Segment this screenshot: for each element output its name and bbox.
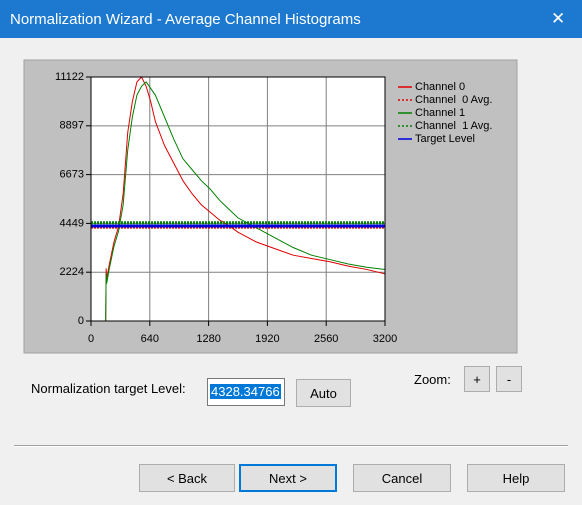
plot-area — [91, 77, 385, 321]
x-tick-label: 640 — [141, 333, 159, 345]
y-tick-label: 4449 — [60, 217, 84, 229]
zoom-out-button[interactable]: - — [496, 366, 522, 392]
x-tick-label: 3200 — [373, 333, 397, 345]
legend-label: Target Level — [415, 133, 475, 145]
y-tick-label: 11122 — [55, 71, 84, 83]
y-tick-label: 6673 — [60, 169, 84, 181]
series-line — [91, 76, 386, 322]
legend-label: Channel 1 — [415, 107, 465, 119]
title-bar: Normalization Wizard - Average Channel H… — [0, 0, 582, 38]
y-tick-label: 0 — [78, 315, 84, 327]
x-tick-label: 2560 — [314, 333, 338, 345]
legend-label: Channel 1 Avg. — [415, 120, 492, 132]
plot-border — [90, 76, 386, 322]
y-tick-label: 2224 — [60, 266, 84, 278]
series-line — [91, 81, 386, 322]
zoom-in-button[interactable]: + — [464, 366, 490, 392]
legend-label: Channel 0 Avg. — [415, 94, 492, 106]
next-button[interactable]: Next > — [239, 464, 337, 492]
target-value: 4328.34766 — [210, 384, 281, 399]
close-button[interactable]: ✕ — [551, 9, 566, 28]
auto-button[interactable]: Auto — [296, 379, 351, 407]
y-tick-label: 8897 — [60, 120, 84, 132]
target-label: Normalization target Level: — [31, 381, 186, 396]
zoom-label: Zoom: — [414, 372, 451, 387]
window-title: Normalization Wizard - Average Channel H… — [10, 11, 361, 28]
x-tick-label: 1920 — [255, 333, 279, 345]
back-button[interactable]: < Back — [139, 464, 235, 492]
x-tick-label: 1280 — [196, 333, 220, 345]
target-input[interactable]: 4328.34766 — [207, 378, 285, 406]
help-button[interactable]: Help — [467, 464, 565, 492]
separator — [14, 445, 568, 447]
x-tick-label: 0 — [88, 333, 94, 345]
cancel-button[interactable]: Cancel — [353, 464, 451, 492]
chart: 0 2224 4449 6673 8897 11122 0 640 1280 1920 2560 32… — [23, 59, 518, 354]
legend-label: Channel 0 — [415, 81, 465, 93]
